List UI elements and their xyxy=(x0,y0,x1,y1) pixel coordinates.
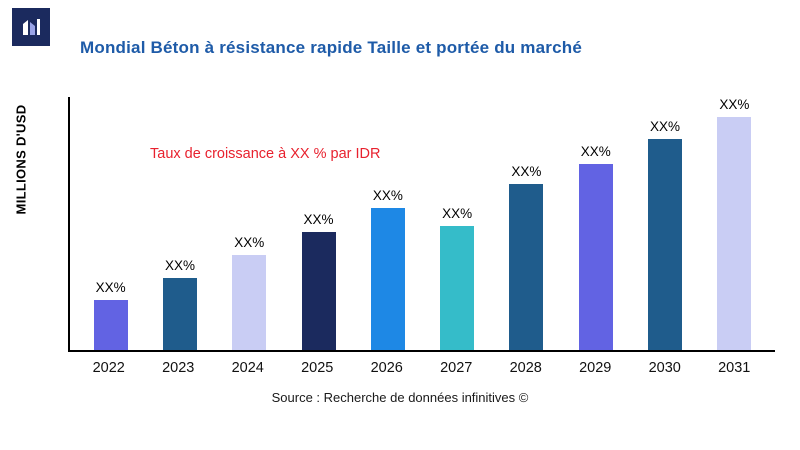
x-tick-label-2026: 2026 xyxy=(370,360,403,376)
bar-value-label-2022: XX% xyxy=(95,280,126,296)
bar-2029 xyxy=(578,163,613,350)
bar-value-label-2024: XX% xyxy=(234,234,265,250)
brand-logo-icon xyxy=(23,19,40,35)
x-axis: 2022 2023 2024 2025 2026 2027 2028 2029 2030 2031 xyxy=(68,354,775,376)
bar-column-2027: XX% xyxy=(422,97,491,350)
source-attribution: Source : Recherche de données infinitive… xyxy=(271,390,529,405)
bar-value-label-2028: XX% xyxy=(511,164,542,180)
bar-value-label-2029: XX% xyxy=(580,143,611,159)
x-tick-label-2023: 2023 xyxy=(162,360,195,376)
x-tick-label-2022: 2022 xyxy=(92,360,125,376)
x-tick-label-2028: 2028 xyxy=(509,360,542,376)
bar-value-label-2025: XX% xyxy=(303,211,334,227)
x-tick-label-2025: 2025 xyxy=(301,360,334,376)
x-tick-label-2027: 2027 xyxy=(440,360,473,376)
bar-2025 xyxy=(301,231,336,350)
bar-value-label-2030: XX% xyxy=(650,118,681,134)
brand-logo xyxy=(12,8,50,46)
bar-2022 xyxy=(93,300,128,350)
growth-annotation: Taux de croissance à XX % par IDR xyxy=(150,146,381,162)
plot-area: XX% XX% XX% XX% XX% XX% XX% XX% XX% XX% xyxy=(68,97,775,352)
bar-column-2030: XX% xyxy=(630,97,699,350)
bar-column-2025: XX% xyxy=(284,97,353,350)
bar-value-label-2023: XX% xyxy=(164,258,195,274)
bar-column-2023: XX% xyxy=(145,97,214,350)
bar-value-label-2031: XX% xyxy=(719,97,750,112)
bar-value-label-2027: XX% xyxy=(442,205,473,221)
bar-column-2024: XX% xyxy=(215,97,284,350)
chart-title: Mondial Béton à résistance rapide Taille… xyxy=(80,38,582,57)
y-axis-label: MILLIONS D'USD xyxy=(13,104,29,215)
bar-2031 xyxy=(717,117,752,350)
bar-column-2026: XX% xyxy=(353,97,422,350)
bar-2026 xyxy=(370,208,405,350)
bar-column-2028: XX% xyxy=(492,97,561,350)
bar-2030 xyxy=(648,138,683,350)
bar-2023 xyxy=(162,278,197,350)
bar-value-label-2026: XX% xyxy=(372,188,403,204)
bar-2027 xyxy=(440,225,475,350)
bar-2028 xyxy=(509,184,544,350)
x-tick-label-2024: 2024 xyxy=(231,360,264,376)
bar-2024 xyxy=(232,254,267,350)
bar-column-2022: XX% xyxy=(76,97,145,350)
x-tick-label-2031: 2031 xyxy=(718,360,751,376)
x-tick-label-2029: 2029 xyxy=(579,360,612,376)
x-tick-label-2030: 2030 xyxy=(648,360,681,376)
bar-column-2031: XX% xyxy=(700,97,769,350)
bar-column-2029: XX% xyxy=(561,97,630,350)
